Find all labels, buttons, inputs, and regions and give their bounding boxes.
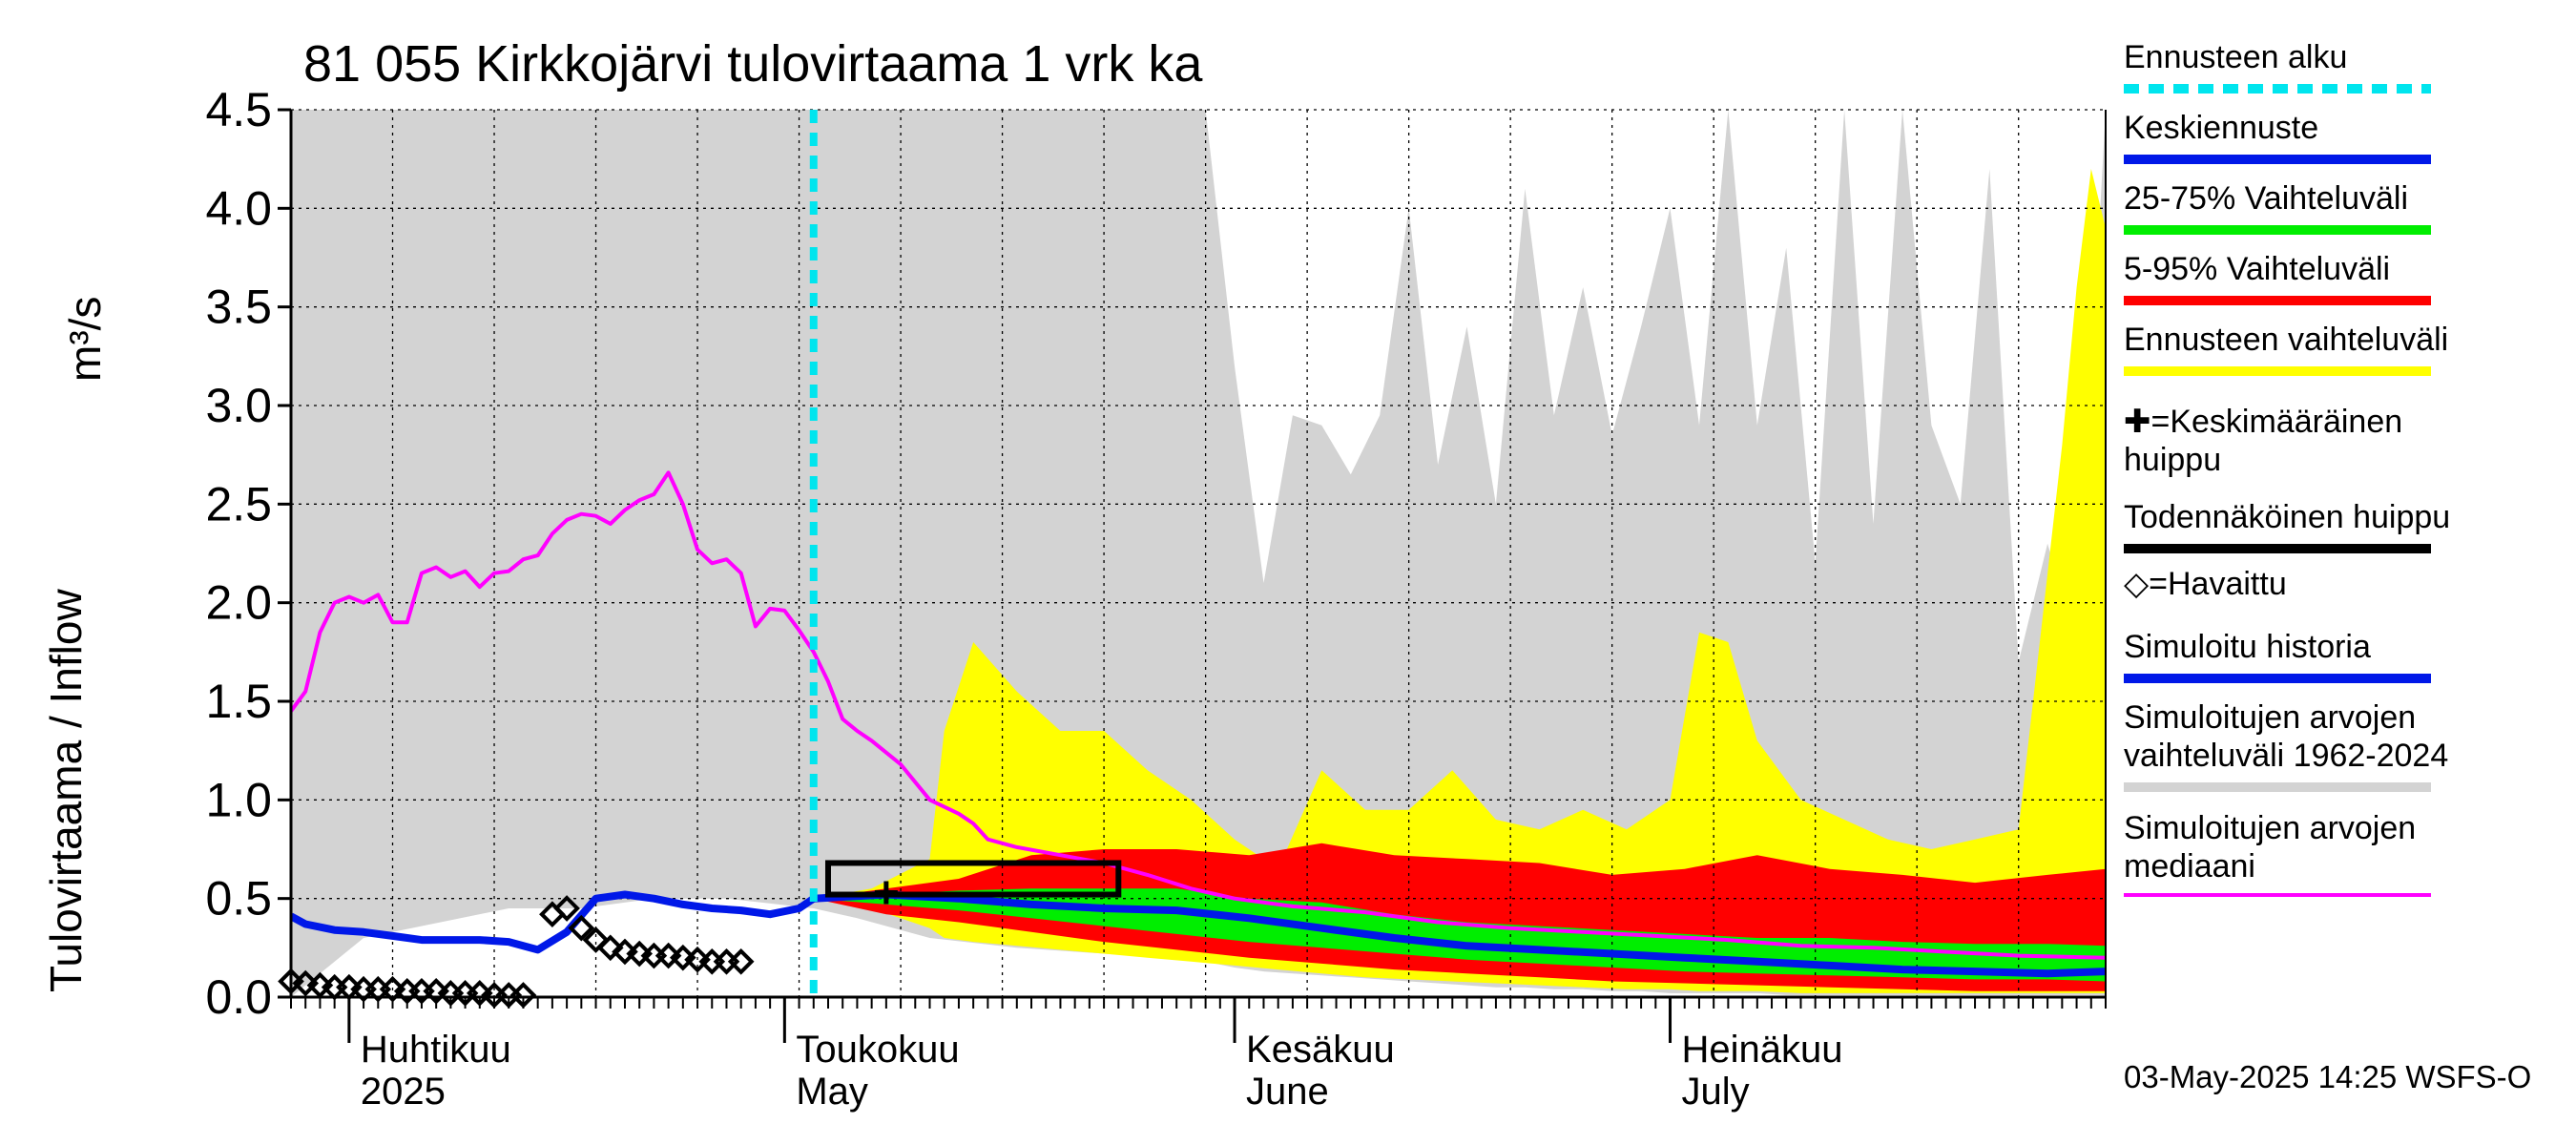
legend-swatch [2124,674,2431,683]
legend-item: Simuloitu historia [2124,628,2563,683]
legend-label: Simuloitu historia [2124,629,2371,665]
y-tick-label: 0.5 [205,872,272,926]
chart-marks [278,110,1122,1009]
y-tick-label: 4.0 [205,181,272,235]
legend-label: Ennusteen alku [2124,39,2348,75]
legend-item: Simuloitujen arvojen vaihteluväli 1962-2… [2124,698,2563,792]
x-month-label: Heinäkuu [1682,1029,1843,1071]
forecast-range-band [813,169,2106,993]
chart-lines [291,470,2106,978]
y-tick-label: 3.0 [205,379,272,432]
mean-peak-marker [874,881,898,905]
median-forecast-line [813,890,2106,978]
observed-point [727,947,755,975]
legend-label: Todennäköinen huippu [2124,499,2451,535]
legend-label: 5-95% Vaihteluväli [2124,251,2391,287]
legend-label: Simuloitujen arvojen mediaani [2124,810,2425,885]
y-axis-unit: m³/s [60,296,110,382]
legend-label: 25-75% Vaihteluväli [2124,180,2408,217]
y-tick-label: 0.0 [205,970,272,1024]
legend-swatch [2124,366,2431,376]
y-axis-label: Tulovirtaama / Inflow [41,589,91,992]
observed-point [582,926,610,953]
legend-item: ◇=Havaittu [2124,565,2563,603]
legend-item: 25-75% Vaihteluväli [2124,179,2563,235]
x-month-label: Kesäkuu [1246,1029,1395,1071]
simulated-history-line [291,890,817,954]
legend-item: Todennäköinen huippu [2124,498,2563,553]
observed-point [553,895,580,922]
y-tick-label: 2.0 [205,576,272,630]
x-month-sublabel: June [1246,1071,1329,1113]
legend-item: Simuloitujen arvojen mediaani [2124,809,2563,897]
legend-swatch [2124,155,2431,164]
legend-item: ✚=Keskimääräinen huippu [2124,403,2563,479]
x-month-sublabel: July [1682,1071,1750,1113]
legend-item: Ennusteen vaihteluväli [2124,321,2563,376]
legend-swatch [2124,544,2431,553]
legend-swatch [2124,225,2431,235]
y-tick-label: 4.5 [205,83,272,136]
observed-point [713,947,740,975]
simulated-median-line [291,470,2106,960]
legend-label: Simuloitujen arvojen vaihteluväli 1962-2… [2124,699,2449,774]
legend-swatch [2124,893,2431,897]
legend-swatch [2124,84,2431,94]
observed-point [568,914,595,942]
legend-label: Keskiennuste [2124,110,2319,146]
x-month-sublabel: May [796,1071,868,1113]
y-tick-label: 1.0 [205,773,272,826]
y-tick-label: 2.5 [205,477,272,531]
chart-bands [291,110,2106,997]
legend-label: Ennusteen vaihteluväli [2124,322,2449,358]
chart-axes: 0.0 0.5 1.0 1.5 2.0 2.5 3.0 3.5 4.0 4.5 Huhtikuu20… [205,83,2107,1113]
chart-grid [291,109,2106,998]
probable-peak-box [824,860,1122,898]
y-tick-label: 1.5 [205,675,272,728]
legend-item: Ennusteen alku [2124,38,2563,94]
chart-title: 81 055 Kirkkojärvi tulovirtaama 1 vrk ka [303,35,1203,93]
legend-label: ◇=Havaittu [2124,566,2287,602]
legend-swatch [2124,782,2431,792]
legend-item: 5-95% Vaihteluväli [2124,250,2563,305]
legend-swatch [2124,296,2431,305]
historical-range-band [291,110,2106,997]
legend-label: ✚=Keskimääräinen huippu [2124,404,2412,478]
x-month-label: Toukokuu [796,1029,959,1071]
x-month-sublabel: 2025 [361,1071,446,1113]
timestamp-footer: 03-May-2025 14:25 WSFS-O [2124,1059,2532,1094]
x-month-label: Huhtikuu [361,1029,511,1071]
observed-point [596,934,624,962]
legend-item: Keskiennuste [2124,109,2563,164]
y-tick-label: 3.5 [205,281,272,334]
